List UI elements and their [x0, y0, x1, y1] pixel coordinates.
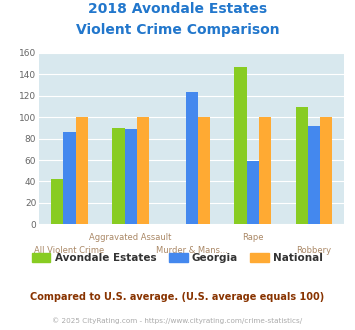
Bar	[198, 117, 210, 224]
Text: Robbery: Robbery	[296, 246, 331, 255]
Text: All Violent Crime: All Violent Crime	[34, 246, 105, 255]
Bar	[64, 132, 76, 224]
Text: © 2025 CityRating.com - https://www.cityrating.com/crime-statistics/: © 2025 CityRating.com - https://www.city…	[53, 317, 302, 324]
Bar	[137, 117, 149, 224]
Bar	[112, 128, 125, 224]
Bar	[259, 117, 271, 224]
Text: Rape: Rape	[242, 233, 263, 242]
Bar	[295, 108, 308, 224]
Bar	[234, 67, 247, 224]
Text: Murder & Mans...: Murder & Mans...	[156, 246, 228, 255]
Legend: Avondale Estates, Georgia, National: Avondale Estates, Georgia, National	[28, 249, 327, 267]
Text: Violent Crime Comparison: Violent Crime Comparison	[76, 23, 279, 37]
Text: Aggravated Assault: Aggravated Assault	[89, 233, 172, 242]
Text: Compared to U.S. average. (U.S. average equals 100): Compared to U.S. average. (U.S. average …	[31, 292, 324, 302]
Bar	[186, 92, 198, 224]
Bar	[320, 117, 332, 224]
Text: 2018 Avondale Estates: 2018 Avondale Estates	[88, 2, 267, 16]
Bar	[247, 161, 259, 224]
Bar	[51, 180, 64, 224]
Bar	[76, 117, 88, 224]
Bar	[125, 129, 137, 224]
Bar	[308, 126, 320, 224]
